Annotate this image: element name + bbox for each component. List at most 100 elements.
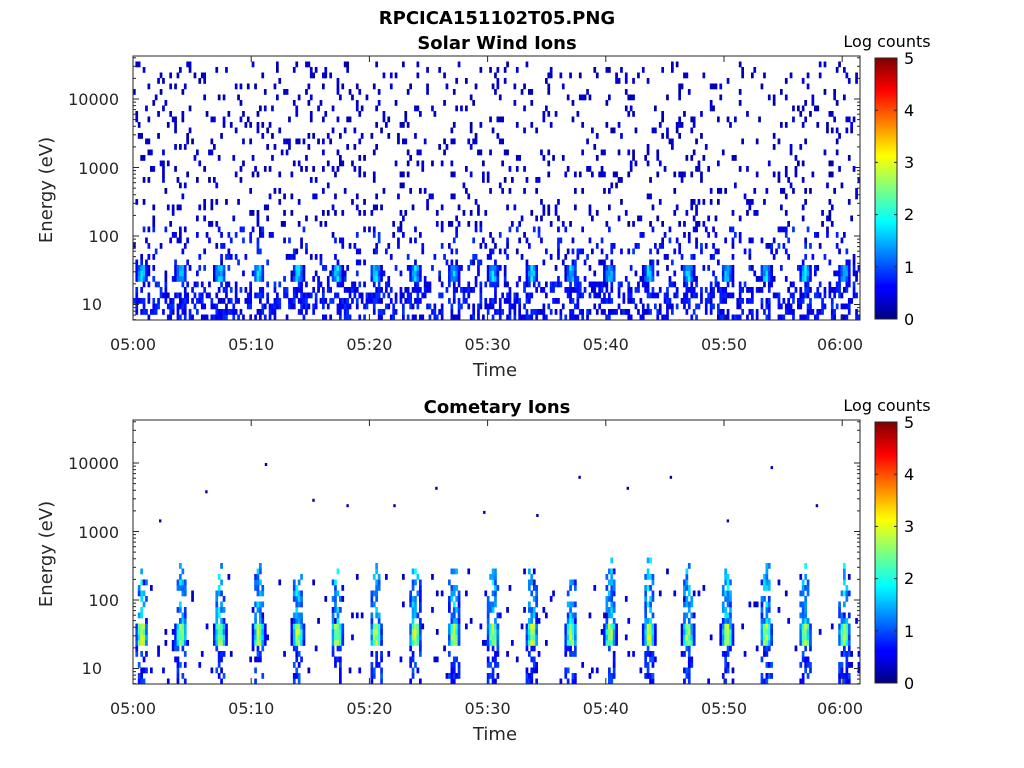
spectrogram-cell — [830, 127, 834, 134]
spectrogram-cell — [215, 182, 219, 189]
spectrogram-cell — [256, 634, 260, 641]
spectrogram-cell — [612, 667, 616, 674]
spectrogram-cell — [528, 265, 531, 271]
spectrogram-cell — [687, 656, 691, 663]
spectrogram-cell — [845, 585, 849, 591]
spectrogram-cell — [351, 634, 354, 641]
spectrogram-cell — [753, 601, 757, 608]
spectrogram-cell — [244, 287, 248, 293]
spectrogram-cell — [455, 78, 459, 84]
spectrogram-cell — [336, 259, 340, 266]
spectrogram-cell — [181, 281, 185, 288]
spectrogram-cell — [661, 314, 665, 321]
spectrogram-cell — [755, 171, 759, 178]
spectrogram-cell — [295, 656, 299, 663]
spectrogram-cell — [498, 248, 502, 255]
spectrogram-cell — [285, 89, 289, 95]
spectrogram-cell — [392, 303, 396, 310]
spectrogram-cell — [290, 629, 294, 635]
spectrogram-cell — [646, 667, 650, 674]
spectrogram-cell — [176, 204, 180, 211]
spectrogram-cell — [404, 287, 408, 293]
spectrogram-cell — [322, 298, 325, 304]
spectrogram-cell — [649, 193, 652, 200]
spectrogram-cell — [186, 237, 190, 244]
spectrogram-cell — [702, 585, 706, 591]
spectrogram-cell — [651, 678, 655, 685]
spectrogram-cell — [595, 155, 599, 161]
spectrogram-cell — [661, 237, 665, 244]
spectrogram-cell — [159, 72, 163, 79]
spectrogram-cell — [685, 72, 689, 79]
spectrogram-cell — [666, 254, 669, 260]
spectrogram-cell — [838, 292, 841, 299]
spectrogram-cell — [174, 127, 177, 134]
spectrogram-cell — [305, 248, 308, 255]
spectrogram-cell — [394, 160, 398, 167]
spectrogram-cell — [571, 623, 575, 630]
spectrogram-cell — [784, 232, 788, 238]
spectrogram-cell — [498, 265, 502, 271]
spectrogram-cell — [411, 634, 415, 641]
spectrogram-cell — [164, 281, 168, 288]
spectrogram-cell — [465, 105, 468, 112]
spectrogram-cell — [809, 270, 812, 277]
spectrogram-cell — [537, 177, 541, 183]
spectrogram-cell — [513, 298, 517, 304]
spectrogram-cell — [530, 656, 534, 663]
spectrogram-cell — [452, 601, 456, 608]
spectrogram-cell — [687, 607, 691, 613]
spectrogram-cell — [508, 188, 512, 194]
spectrogram-cell — [532, 265, 536, 271]
spectrogram-cell — [690, 270, 694, 277]
spectrogram-cell — [600, 237, 604, 244]
spectrogram-cell — [440, 226, 444, 233]
spectrogram-cell — [525, 237, 529, 244]
spectrogram-cell — [491, 656, 495, 663]
spectrogram-cell — [227, 574, 231, 580]
spectrogram-cell — [695, 314, 698, 321]
spectrogram-cell — [721, 629, 725, 635]
spectrogram-cell — [804, 270, 808, 277]
spectrogram-cell — [370, 612, 374, 619]
spectrogram-cell — [726, 618, 730, 624]
spectrogram-cell — [675, 292, 679, 299]
spectrogram-cell — [433, 309, 437, 315]
spectrogram-cell — [506, 243, 509, 249]
spectrogram-cell — [692, 612, 696, 619]
spectrogram-cell — [838, 678, 841, 685]
spectrogram-cell — [380, 309, 383, 315]
spectrogram-cell — [244, 254, 248, 260]
spectrogram-cell — [339, 160, 342, 167]
spectrogram-cell — [147, 314, 151, 321]
spectrogram-cell — [409, 292, 413, 299]
spectrogram-cell — [760, 287, 764, 293]
spectrogram-cell — [450, 568, 454, 575]
spectrogram-cell — [232, 215, 236, 222]
spectrogram-cell — [448, 579, 451, 586]
spectrogram-cell — [394, 298, 398, 304]
spectrogram-cell — [649, 678, 652, 685]
spectrogram-cell — [617, 292, 621, 299]
spectrogram-cell — [498, 94, 502, 101]
spectrogram-cell — [205, 623, 209, 630]
spectrogram-cell — [724, 640, 728, 646]
spectrogram-cell — [683, 596, 686, 602]
spectrogram-cell — [738, 303, 742, 310]
spectrogram-cell — [852, 259, 856, 266]
spectrogram-cell — [843, 67, 846, 73]
spectrogram-cell — [135, 270, 139, 277]
spectrogram-cell — [164, 298, 168, 304]
spectrogram-cell — [288, 138, 291, 145]
y-tick-label: 1000 — [78, 159, 119, 178]
spectrogram-cell — [135, 623, 139, 630]
spectrogram-cell — [397, 133, 400, 139]
spectrogram-cell — [685, 585, 689, 591]
x-tick-label: 05:30 — [465, 699, 511, 718]
spectrogram-cell — [532, 634, 536, 641]
spectrogram-cell — [491, 640, 495, 646]
spectrogram-cell — [612, 651, 616, 657]
spectrogram-cell — [343, 276, 347, 282]
spectrogram-cell — [188, 309, 192, 315]
spectrogram-cell — [297, 160, 301, 167]
